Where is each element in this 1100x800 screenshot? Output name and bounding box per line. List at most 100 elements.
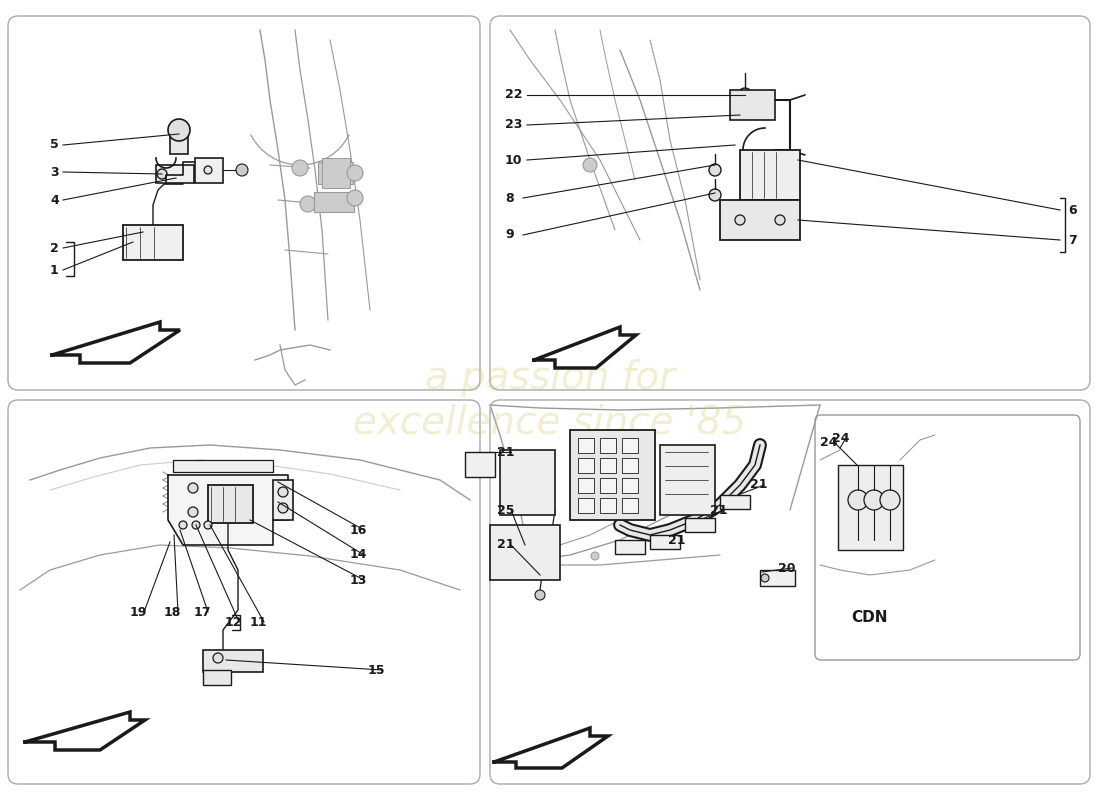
Text: 21: 21 <box>710 503 727 517</box>
Text: 14: 14 <box>350 549 367 562</box>
Circle shape <box>544 554 552 562</box>
Bar <box>173 460 273 472</box>
Text: 6: 6 <box>1068 203 1077 217</box>
Bar <box>578 498 594 513</box>
Circle shape <box>880 490 900 510</box>
Circle shape <box>204 521 212 529</box>
Circle shape <box>583 158 597 172</box>
Circle shape <box>278 503 288 513</box>
Bar <box>578 458 594 473</box>
Polygon shape <box>52 322 180 363</box>
Text: 17: 17 <box>194 606 211 618</box>
Text: 2: 2 <box>50 242 58 254</box>
Circle shape <box>738 88 752 102</box>
Circle shape <box>188 483 198 493</box>
Circle shape <box>168 119 190 141</box>
Bar <box>156 165 194 183</box>
Circle shape <box>157 169 167 179</box>
Circle shape <box>179 521 187 529</box>
Bar <box>500 450 556 515</box>
Text: 21: 21 <box>750 478 768 491</box>
Bar <box>208 485 253 523</box>
Bar <box>170 132 188 154</box>
Circle shape <box>346 190 363 206</box>
Text: 9: 9 <box>505 229 514 242</box>
Bar <box>600 438 616 453</box>
Text: 4: 4 <box>50 194 58 206</box>
Bar <box>685 518 715 532</box>
Bar <box>621 498 638 513</box>
Bar <box>314 192 354 212</box>
Text: 7: 7 <box>1068 234 1077 246</box>
Text: 21: 21 <box>497 538 515 551</box>
Bar <box>600 478 616 493</box>
Text: 22: 22 <box>505 89 522 102</box>
Bar <box>570 430 654 520</box>
Text: a passion for
excellence since '85: a passion for excellence since '85 <box>353 359 747 441</box>
Bar <box>730 90 776 120</box>
Bar <box>600 498 616 513</box>
Bar <box>650 535 680 549</box>
Bar <box>195 158 223 183</box>
Text: 25: 25 <box>497 503 515 517</box>
Circle shape <box>292 160 308 176</box>
Bar <box>660 445 715 515</box>
Bar <box>621 438 638 453</box>
Text: 19: 19 <box>130 606 147 618</box>
Bar <box>318 162 353 184</box>
Bar <box>578 438 594 453</box>
Text: 20: 20 <box>778 562 795 574</box>
Polygon shape <box>534 327 636 368</box>
Text: 13: 13 <box>350 574 367 586</box>
Bar <box>123 225 183 260</box>
Circle shape <box>848 490 868 510</box>
Circle shape <box>278 487 288 497</box>
Circle shape <box>591 552 600 560</box>
Text: 21: 21 <box>668 534 685 546</box>
Circle shape <box>735 215 745 225</box>
Circle shape <box>710 164 720 176</box>
Text: 18: 18 <box>164 606 182 618</box>
Bar <box>600 458 616 473</box>
Polygon shape <box>168 475 288 545</box>
Bar <box>621 478 638 493</box>
Circle shape <box>192 521 200 529</box>
Text: 11: 11 <box>250 615 267 629</box>
Bar <box>204 650 263 672</box>
Circle shape <box>300 196 316 212</box>
Circle shape <box>188 507 198 517</box>
Polygon shape <box>25 712 145 750</box>
Bar <box>838 465 903 550</box>
Circle shape <box>761 574 769 582</box>
Circle shape <box>864 490 884 510</box>
Text: 16: 16 <box>350 523 367 537</box>
Text: 24: 24 <box>832 431 849 445</box>
Bar <box>760 570 795 586</box>
Text: 3: 3 <box>50 166 58 178</box>
Text: 5: 5 <box>50 138 58 151</box>
Circle shape <box>204 166 212 174</box>
Bar <box>490 525 560 580</box>
Circle shape <box>776 215 785 225</box>
Circle shape <box>213 653 223 663</box>
Bar <box>322 158 350 188</box>
Circle shape <box>346 165 363 181</box>
Text: 15: 15 <box>368 663 385 677</box>
Text: 8: 8 <box>505 191 514 205</box>
Text: CDN: CDN <box>851 610 889 626</box>
Bar <box>465 452 495 477</box>
Circle shape <box>535 590 544 600</box>
Text: 21: 21 <box>497 446 515 458</box>
Text: 24: 24 <box>820 435 837 449</box>
Polygon shape <box>494 728 608 768</box>
Bar <box>621 458 638 473</box>
Bar <box>578 478 594 493</box>
Bar <box>720 495 750 509</box>
Bar <box>615 540 645 554</box>
Text: 1: 1 <box>50 263 58 277</box>
Text: 23: 23 <box>505 118 522 131</box>
Circle shape <box>236 164 248 176</box>
Bar <box>740 150 800 200</box>
Text: 10: 10 <box>505 154 522 166</box>
Bar <box>204 670 231 685</box>
